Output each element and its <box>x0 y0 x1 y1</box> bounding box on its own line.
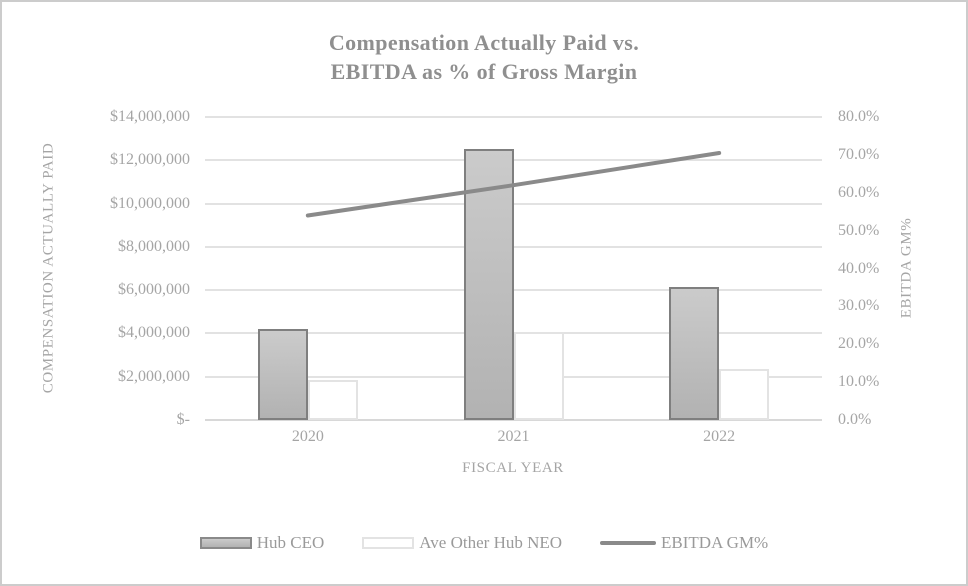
secondary-y-tick-label: 80.0% <box>838 108 880 125</box>
primary-y-tick-label: $12,000,000 <box>110 151 190 169</box>
gridline <box>205 289 822 292</box>
hub-ceo-swatch-icon <box>199 537 252 549</box>
gridline <box>205 116 822 118</box>
hub-ceo-bar-2021 <box>463 149 514 420</box>
ave-other-hub-neo-swatch-icon <box>362 537 415 549</box>
chart-title-line-2: EBITDA as % of Gross Margin <box>330 59 638 84</box>
primary-y-tick-label: $8,000,000 <box>118 237 190 255</box>
secondary-y-axis-title: EBITDA GM% <box>898 217 915 319</box>
ebitda-gm-line <box>305 150 722 218</box>
secondary-y-tick-label: 20.0% <box>838 335 880 353</box>
gridline <box>205 159 822 162</box>
legend: Hub CEO Ave Other Hub NEO EBITDA GM% <box>2 533 966 553</box>
primary-y-axis-title: COMPENSATION ACTUALLY PAID <box>40 142 57 394</box>
legend-item-ebitda-gm: EBITDA GM% <box>600 533 768 553</box>
secondary-y-tick-label: 0.0% <box>838 411 872 428</box>
secondary-y-tick-label: 60.0% <box>838 183 880 201</box>
hub-ceo-bar-2022 <box>669 287 720 420</box>
x-tick-label-2022: 2022 <box>703 428 736 445</box>
secondary-y-tick-label: 40.0% <box>838 259 880 277</box>
secondary-y-tick-label: 70.0% <box>838 145 880 163</box>
legend-item-ave-other-hub-neo: Ave Other Hub NEO <box>362 533 562 553</box>
legend-item-hub-ceo: Hub CEO <box>199 533 325 553</box>
primary-y-tick-label: $2,000,000 <box>118 367 190 385</box>
legend-label-hub-ceo: Hub CEO <box>256 533 325 552</box>
secondary-y-tick-label: 50.0% <box>838 221 880 239</box>
ave-other-hub-neo-bar-2021 <box>513 332 564 420</box>
primary-y-tick-label: $6,000,000 <box>118 281 190 299</box>
chart-title-line-1: Compensation Actually Paid vs. <box>328 30 640 55</box>
secondary-y-tick-label: 10.0% <box>838 373 880 391</box>
primary-y-tick-label: $4,000,000 <box>118 324 190 342</box>
x-tick-label-2020: 2020 <box>291 428 324 445</box>
hub-ceo-bar-2020 <box>257 329 308 420</box>
gridline <box>205 202 822 205</box>
ave-other-hub-neo-bar-2020 <box>307 380 358 420</box>
plot-area <box>205 116 822 421</box>
ave-other-hub-neo-bar-2022 <box>719 369 770 420</box>
legend-label-ebitda-gm: EBITDA GM% <box>661 533 769 552</box>
x-axis-line <box>205 419 822 421</box>
primary-y-tick-label: $14,000,000 <box>110 108 190 125</box>
x-axis-title: FISCAL YEAR <box>462 460 564 476</box>
secondary-y-tick-label: 30.0% <box>838 297 880 315</box>
ebitda-gm-line-swatch-icon <box>600 541 657 545</box>
x-tick-label-2021: 2021 <box>497 428 530 445</box>
primary-y-tick-label: $10,000,000 <box>110 194 190 212</box>
primary-y-tick-label: $- <box>176 411 190 428</box>
chart-title: Compensation Actually Paid vs. EBITDA as… <box>2 28 966 86</box>
gridline <box>205 245 822 248</box>
ebitda-line-layer <box>305 150 722 218</box>
legend-label-ave-other-hub-neo: Ave Other Hub NEO <box>419 533 563 552</box>
